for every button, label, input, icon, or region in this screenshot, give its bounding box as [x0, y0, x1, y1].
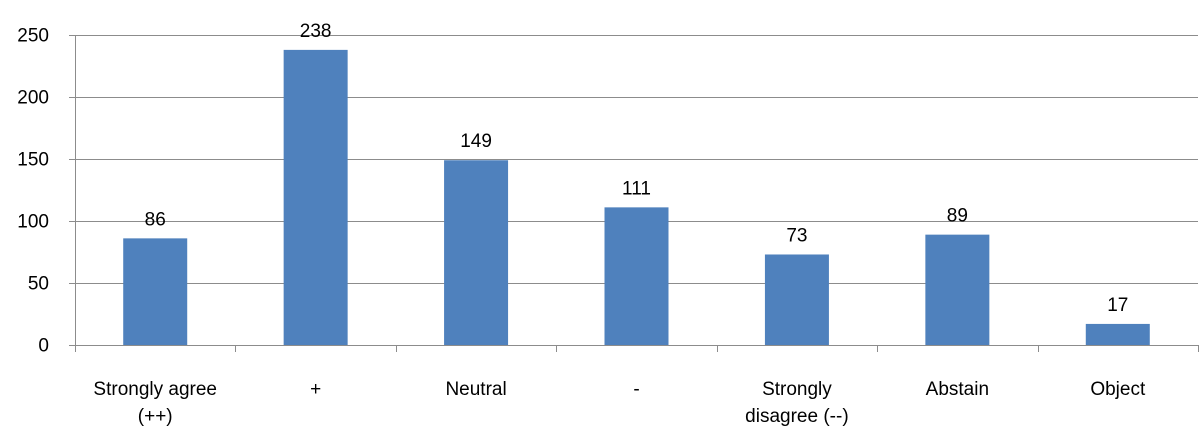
x-category-label: Neutral [445, 379, 506, 400]
data-label: 89 [947, 206, 968, 227]
bar [1085, 323, 1150, 345]
x-category-label-line: Neutral [445, 379, 506, 400]
y-tick-label: 50 [28, 274, 49, 295]
data-label: 149 [460, 131, 492, 152]
bars [123, 49, 1150, 345]
gridlines [75, 35, 1198, 284]
data-label: 17 [1107, 295, 1128, 316]
y-tick-label: 200 [17, 88, 49, 109]
y-tick-label: 250 [17, 26, 49, 47]
x-category-label-line: - [633, 379, 639, 400]
x-category-label: Strongly disagree (--) [745, 379, 848, 427]
data-label: 86 [145, 209, 166, 230]
bar [604, 207, 669, 345]
bar [925, 234, 990, 345]
bar [444, 160, 509, 345]
x-category-label-line: Strongly agree [93, 379, 217, 400]
x-category-label: Strongly agree (++) [93, 379, 217, 427]
data-label: 111 [622, 178, 651, 199]
x-category-label-line: Abstain [926, 379, 989, 400]
x-category-label: - [633, 379, 639, 400]
axes [69, 35, 1199, 352]
x-category-label-line: disagree (--) [745, 406, 848, 427]
labels: 0 50 100 150 200 250 86 238 149 111 73 89 17 Strongly… [17, 21, 1146, 427]
data-label: 73 [786, 225, 807, 246]
x-category-label-line: Object [1090, 379, 1146, 400]
y-tick-label: 0 [38, 336, 49, 357]
x-category-label: Abstain [926, 379, 989, 400]
y-tick-label: 100 [17, 212, 49, 233]
bar [123, 238, 188, 345]
x-category-label: Object [1090, 379, 1146, 400]
data-label: 238 [300, 21, 332, 42]
x-category-label-line: + [310, 379, 321, 400]
x-category-label-line: (++) [138, 406, 173, 427]
bar [283, 49, 348, 345]
x-category-label: + [310, 379, 321, 400]
bar [764, 254, 829, 345]
x-category-label-line: Strongly [762, 379, 832, 400]
y-tick-label: 150 [17, 150, 49, 171]
